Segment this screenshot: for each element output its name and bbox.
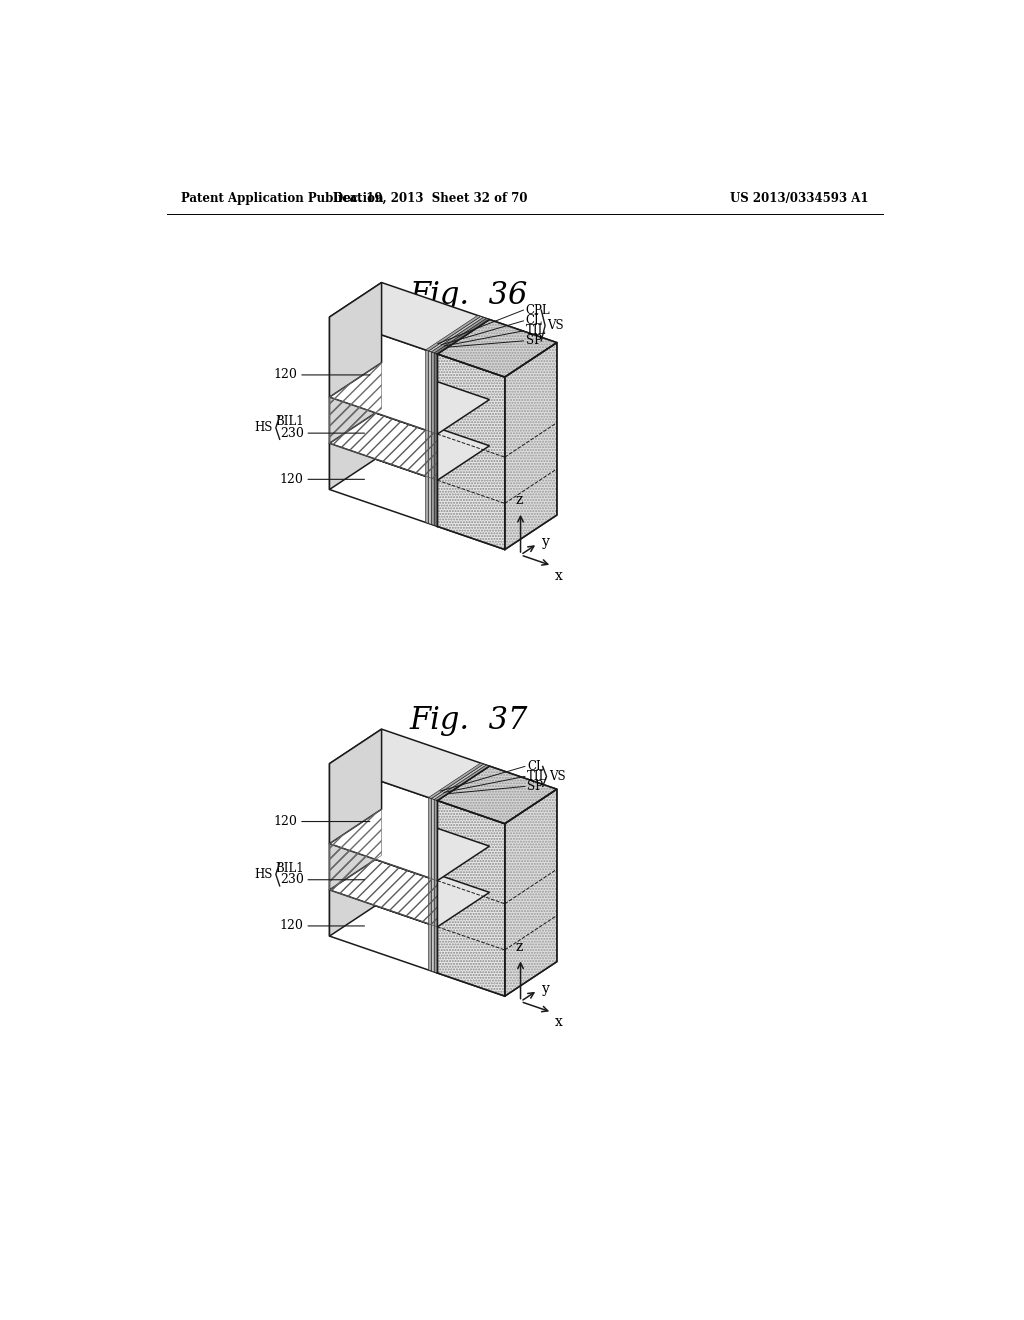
Text: 230: 230 xyxy=(280,874,304,886)
Text: 120: 120 xyxy=(280,920,304,932)
Polygon shape xyxy=(437,319,557,378)
Polygon shape xyxy=(330,409,382,490)
Text: SP: SP xyxy=(525,334,542,347)
Polygon shape xyxy=(505,789,557,997)
Text: BIL1: BIL1 xyxy=(275,414,304,428)
Polygon shape xyxy=(434,766,489,800)
Text: x: x xyxy=(555,569,563,583)
Polygon shape xyxy=(437,354,505,549)
Polygon shape xyxy=(330,809,489,880)
Polygon shape xyxy=(426,315,480,351)
Text: CPL: CPL xyxy=(525,304,550,317)
Polygon shape xyxy=(434,800,437,973)
Text: CL: CL xyxy=(527,760,544,774)
Text: y: y xyxy=(543,982,550,995)
Polygon shape xyxy=(428,351,431,524)
Text: TIL: TIL xyxy=(527,770,548,783)
Polygon shape xyxy=(437,766,557,824)
Polygon shape xyxy=(505,343,557,549)
Polygon shape xyxy=(431,317,486,352)
Polygon shape xyxy=(330,855,489,927)
Polygon shape xyxy=(330,282,489,354)
Polygon shape xyxy=(330,444,437,527)
Polygon shape xyxy=(426,350,428,524)
Text: 120: 120 xyxy=(273,814,298,828)
Polygon shape xyxy=(330,809,382,890)
Text: Patent Application Publication: Patent Application Publication xyxy=(180,191,383,205)
Text: 120: 120 xyxy=(273,368,298,381)
Polygon shape xyxy=(330,855,382,936)
Polygon shape xyxy=(428,763,483,799)
Text: Fig.  36: Fig. 36 xyxy=(410,280,528,312)
Polygon shape xyxy=(330,729,382,843)
Text: HS: HS xyxy=(254,421,272,434)
Polygon shape xyxy=(330,729,489,800)
Text: y: y xyxy=(543,535,550,549)
Polygon shape xyxy=(330,890,437,973)
Text: z: z xyxy=(515,940,522,954)
Text: Fig.  37: Fig. 37 xyxy=(410,705,528,737)
Polygon shape xyxy=(330,409,489,480)
Text: CL: CL xyxy=(525,314,543,327)
Polygon shape xyxy=(428,797,431,972)
Polygon shape xyxy=(330,363,489,434)
Text: 120: 120 xyxy=(280,473,304,486)
Polygon shape xyxy=(431,799,434,972)
Text: 230: 230 xyxy=(280,426,304,440)
Text: HS: HS xyxy=(254,867,272,880)
Text: Dec. 19, 2013  Sheet 32 of 70: Dec. 19, 2013 Sheet 32 of 70 xyxy=(333,191,527,205)
Polygon shape xyxy=(431,352,434,525)
Polygon shape xyxy=(428,317,483,352)
Polygon shape xyxy=(330,363,382,444)
Polygon shape xyxy=(434,352,437,527)
Polygon shape xyxy=(330,282,382,397)
Text: x: x xyxy=(555,1015,563,1030)
Polygon shape xyxy=(330,397,437,480)
Text: TIL: TIL xyxy=(525,325,546,338)
Text: US 2013/0334593 A1: US 2013/0334593 A1 xyxy=(730,191,869,205)
Polygon shape xyxy=(330,843,437,927)
Polygon shape xyxy=(437,800,505,997)
Text: BIL1: BIL1 xyxy=(275,862,304,875)
Text: SP: SP xyxy=(527,780,543,793)
Polygon shape xyxy=(330,317,437,434)
Polygon shape xyxy=(431,764,486,800)
Text: z: z xyxy=(515,494,522,507)
Polygon shape xyxy=(330,763,437,880)
Polygon shape xyxy=(434,318,489,354)
Text: VS: VS xyxy=(549,770,565,783)
Text: VS: VS xyxy=(548,319,564,331)
